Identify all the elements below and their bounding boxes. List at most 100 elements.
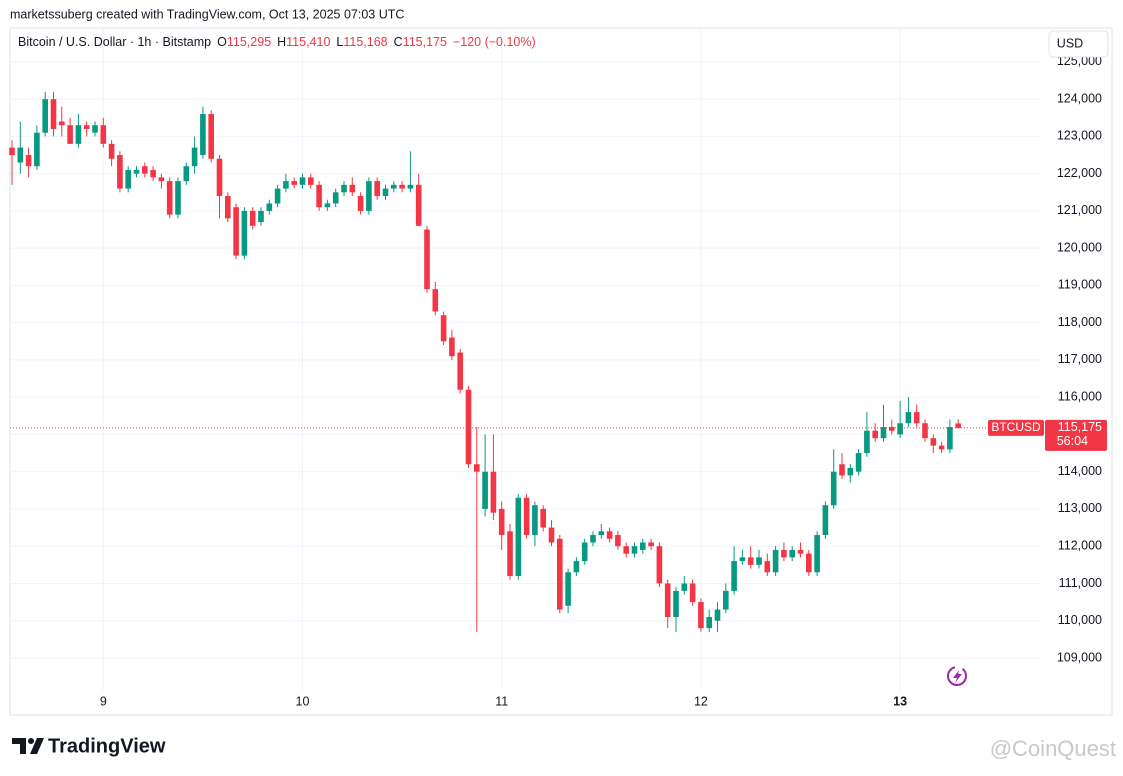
candle-body [216, 158, 223, 197]
candle-body [839, 464, 845, 476]
candle-body [415, 184, 422, 226]
change: −120 (−0.10%) [453, 35, 536, 49]
candle-body [880, 426, 887, 439]
ohlc-value: 115,295 [227, 35, 271, 49]
candle-body [855, 453, 862, 472]
last-price: 115,175 [1058, 420, 1102, 434]
ohlc-value: 115,410 [286, 35, 330, 49]
logo-text: TradingView [48, 735, 166, 757]
ohlc-header: Bitcoin / U.S. Dollar · 1h · Bitstamp O11… [18, 35, 536, 49]
candle-body [100, 125, 107, 144]
candle-body [67, 125, 73, 144]
y-tick-label: 110,000 [1058, 613, 1102, 627]
candle-body [615, 535, 621, 547]
candle-body [233, 207, 239, 256]
candle-body [664, 583, 671, 617]
candle-body [324, 203, 331, 208]
candle-body [822, 505, 829, 536]
candle-body [606, 531, 613, 539]
candle-body [689, 583, 696, 603]
candle-body [590, 535, 596, 543]
candle-body [814, 535, 820, 573]
candle-body [756, 557, 762, 565]
y-tick-label: 120,000 [1057, 240, 1102, 254]
candle-body [947, 426, 953, 450]
logo-mark [12, 738, 26, 754]
price-tag: BTCUSD 115,175 56:04 [988, 419, 1107, 451]
candle-body [739, 557, 746, 562]
candle-body [764, 561, 771, 573]
candle-body [897, 423, 903, 435]
candle-body [922, 423, 928, 439]
ohlc-value: 115,168 [343, 35, 387, 49]
candle-body [266, 203, 273, 211]
y-tick-label: 122,000 [1057, 166, 1102, 180]
candle-body [698, 602, 704, 629]
candle-body [133, 169, 140, 174]
candle-body [789, 549, 795, 558]
candle-body [515, 497, 522, 577]
candle-body [731, 561, 737, 591]
candle-body [673, 590, 679, 617]
candle-body [457, 352, 463, 390]
candle-body [258, 210, 264, 223]
candle-body [191, 147, 198, 167]
ohlc-key: O [217, 35, 227, 49]
candle-body [424, 229, 430, 290]
candle-body [183, 166, 190, 182]
x-tick-label: 9 [100, 694, 107, 708]
candle-body [474, 464, 480, 472]
currency-button[interactable] [1048, 30, 1109, 58]
candle-body [797, 549, 804, 554]
candle-body [557, 538, 563, 610]
candle-body [42, 99, 48, 133]
candle-body [208, 114, 214, 159]
candle-body [631, 546, 638, 554]
y-tick-label: 123,000 [1057, 129, 1102, 143]
currency[interactable]: USD [1057, 36, 1083, 50]
candle-body [847, 467, 854, 476]
watermark: @CoinQuest [990, 736, 1116, 761]
candle-body [623, 546, 629, 554]
logo-mark [30, 738, 44, 754]
countdown: 56:04 [1057, 434, 1088, 448]
candle-body [938, 445, 945, 450]
tv-logo: TradingView [12, 735, 166, 757]
candle-body [523, 497, 530, 536]
candles [9, 91, 1040, 632]
candle-body [806, 553, 812, 573]
candle-body [283, 181, 289, 189]
candle-body [723, 590, 729, 610]
candle-body [482, 471, 488, 509]
candle-body [299, 177, 306, 185]
candle-body [108, 143, 115, 159]
grid [10, 28, 1040, 690]
candle-body [648, 542, 654, 547]
candle-body [465, 389, 472, 465]
candle-body [357, 196, 364, 211]
candle-body [391, 184, 397, 189]
candle-body [349, 184, 356, 193]
x-tick-label: 11 [495, 694, 508, 708]
candle-body [440, 315, 447, 342]
symbol-tag: BTCUSD [991, 420, 1041, 434]
y-tick-label: 111,000 [1059, 576, 1102, 590]
y-tick-label: 124,000 [1057, 91, 1102, 105]
icon-ring [947, 666, 967, 686]
x-tick-label: 12 [694, 694, 708, 708]
candle-body [656, 546, 663, 584]
ai-icon [947, 666, 967, 686]
candle-body [407, 184, 414, 189]
candle-body [872, 430, 878, 439]
icon-bolt [953, 670, 962, 683]
candle-body [92, 125, 98, 133]
symbol-tag-bg [988, 419, 1044, 436]
candle-body [449, 337, 455, 357]
candle-body [573, 561, 580, 573]
candle-body [598, 531, 605, 536]
candle-body [166, 181, 173, 215]
candle-body [225, 196, 231, 219]
chart-frame [9, 27, 1113, 716]
